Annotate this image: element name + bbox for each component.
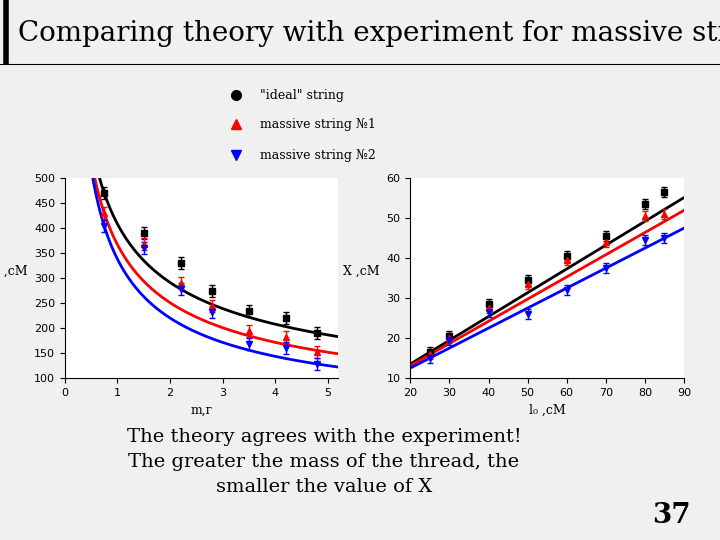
Text: The theory agrees with the experiment!
The greater the mass of the thread, the
s: The theory agrees with the experiment! T… — [127, 428, 521, 496]
Y-axis label: X ,сМ: X ,сМ — [343, 265, 380, 278]
X-axis label: m,г: m,г — [191, 403, 212, 416]
X-axis label: l₀ ,сМ: l₀ ,сМ — [528, 403, 566, 416]
Text: "ideal" string: "ideal" string — [261, 89, 344, 102]
Y-axis label: X ,сМ: X ,сМ — [0, 265, 27, 278]
Text: massive string №2: massive string №2 — [261, 149, 376, 162]
Text: 37: 37 — [652, 502, 691, 529]
Text: Comparing theory with experiment for massive string: Comparing theory with experiment for mas… — [18, 20, 720, 47]
Text: massive string №1: massive string №1 — [261, 118, 377, 131]
